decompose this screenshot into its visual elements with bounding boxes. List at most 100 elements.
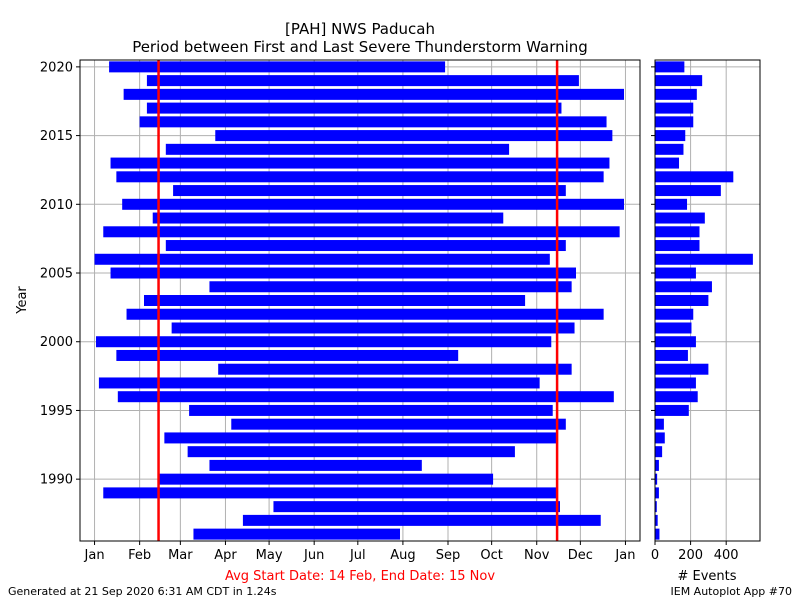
events-bar-2005 <box>655 267 696 279</box>
period-bar-2003 <box>144 295 526 306</box>
period-bar-1988 <box>273 501 560 513</box>
period-bar-1986 <box>193 528 400 540</box>
period-bar-1998 <box>218 363 572 375</box>
events-bar-1996 <box>655 391 698 403</box>
period-bar-2009 <box>152 212 504 224</box>
events-bar-2018 <box>655 88 697 100</box>
period-bar-2005 <box>110 267 576 279</box>
events-bar-2011 <box>655 185 721 197</box>
events-bar-1999 <box>655 349 688 361</box>
events-bar-1990 <box>655 473 658 485</box>
events-bar-2006 <box>655 253 753 265</box>
events-bar-2001 <box>655 322 692 334</box>
period-bar-1995 <box>189 404 553 416</box>
main-x-tick-label: Nov <box>524 548 550 563</box>
main-x-tick-label: Jan <box>84 548 105 563</box>
main-x-tick-label: May <box>256 548 283 563</box>
events-bar-2017 <box>655 102 694 114</box>
average-lines <box>157 60 559 541</box>
main-x-tick-label: Oct <box>480 548 502 563</box>
events-bar-2009 <box>655 212 705 224</box>
events-bar-2015 <box>655 130 686 142</box>
events-bar-2008 <box>655 226 700 238</box>
main-x-tick-label: Feb <box>128 548 151 563</box>
main-x-tick-label: Jan <box>614 548 635 563</box>
period-bar-1997 <box>98 377 540 389</box>
main-y-tick-label: 2000 <box>40 335 73 350</box>
events-bar-2012 <box>655 171 734 183</box>
period-bar-2006 <box>94 253 550 265</box>
main-x-tick-label: Jun <box>303 548 324 563</box>
period-bar-2014 <box>165 143 510 155</box>
main-y-tick-label: 2005 <box>40 267 73 282</box>
main-y-tick-label: 1990 <box>40 473 73 488</box>
events-bar-1989 <box>655 487 659 499</box>
events-bar-1995 <box>655 404 689 416</box>
period-bar-2000 <box>96 336 552 348</box>
side-x-axis-ticks: 0 200 400 <box>651 541 739 563</box>
events-bar-1991 <box>655 459 659 471</box>
events-bar-2016 <box>655 116 694 128</box>
footer-app-text: IEM Autoplot App #70 <box>671 585 793 598</box>
period-bar-2012 <box>116 171 604 183</box>
footer-generated-text: Generated at 21 Sep 2020 6:31 AM CDT in … <box>8 585 277 598</box>
main-y-tick-label: 2010 <box>40 198 73 213</box>
period-bar-1990 <box>158 473 494 485</box>
period-bar-2019 <box>146 75 579 87</box>
period-bar-2015 <box>215 130 613 142</box>
period-bar-2001 <box>171 322 575 334</box>
main-y-axis-ticks: 1990 1995 2000 2005 2010 2015 2020 <box>40 60 80 488</box>
events-bar-1998 <box>655 363 709 375</box>
period-bar-2011 <box>173 185 566 197</box>
main-plot-bars <box>94 61 625 540</box>
chart-title-line1: [PAH] NWS Paducah <box>285 20 435 38</box>
period-bar-1996 <box>117 391 614 403</box>
period-bar-1994 <box>231 418 566 430</box>
main-x-axis-ticks: Jan Feb Mar Apr May Jun Jul Aug Sep Oct Nov Dec Jan <box>84 541 635 563</box>
main-y-tick-label: 2015 <box>40 129 73 144</box>
events-bar-2010 <box>655 198 688 210</box>
period-bar-2013 <box>110 157 610 169</box>
main-x-tick-label: Sep <box>436 548 461 563</box>
events-bar-2004 <box>655 281 712 293</box>
events-bar-1992 <box>655 446 663 458</box>
period-bar-1999 <box>116 349 459 361</box>
events-bar-2020 <box>655 61 685 73</box>
events-bar-2002 <box>655 308 694 320</box>
period-bar-2018 <box>123 88 625 100</box>
side-x-axis-label: # Events <box>677 569 736 584</box>
period-bar-2017 <box>146 102 562 114</box>
period-bar-1987 <box>242 514 601 526</box>
main-x-tick-label: Jul <box>349 548 366 563</box>
main-x-tick-label: Mar <box>168 548 193 563</box>
main-y-tick-label: 1995 <box>40 404 73 419</box>
main-x-tick-label: Apr <box>214 548 237 563</box>
chart-title-line2: Period between First and Last Severe Thu… <box>132 38 588 56</box>
main-plot-frame <box>79 59 641 542</box>
main-x-tick-label: Dec <box>568 548 593 563</box>
period-bar-1991 <box>209 459 422 471</box>
events-bar-1987 <box>655 514 658 526</box>
period-bar-2020 <box>109 61 446 73</box>
period-bar-2004 <box>209 281 572 293</box>
events-bar-2014 <box>655 143 684 155</box>
side-plot-frame <box>654 59 761 542</box>
side-plot-bars <box>655 61 753 540</box>
side-x-tick-label: 0 <box>651 548 659 563</box>
main-x-tick-label: Aug <box>390 548 415 563</box>
events-bar-1993 <box>655 432 665 444</box>
period-bar-2002 <box>126 308 604 320</box>
events-bar-1988 <box>655 501 657 513</box>
y-axis-label: Year <box>15 286 30 315</box>
period-bar-2007 <box>165 240 566 252</box>
side-x-tick-label: 200 <box>678 548 703 563</box>
events-bar-2003 <box>655 295 709 306</box>
x-axis-label-average: Avg Start Date: 14 Feb, End Date: 15 Nov <box>225 569 495 584</box>
period-bar-2008 <box>103 226 620 238</box>
events-bar-2000 <box>655 336 696 348</box>
events-bar-2007 <box>655 240 700 252</box>
main-y-tick-label: 2020 <box>40 60 73 75</box>
period-bar-2010 <box>122 198 624 210</box>
events-bar-2019 <box>655 75 703 87</box>
events-bar-1994 <box>655 418 664 430</box>
